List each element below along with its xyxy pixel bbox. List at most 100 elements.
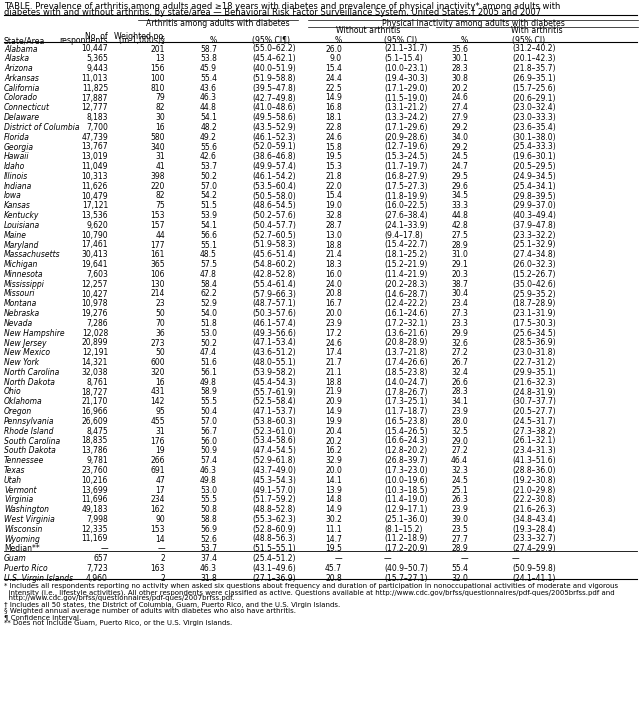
Text: * Includes all respondents reporting no activity when asked six questions about : * Includes all respondents reporting no … <box>4 583 618 589</box>
Text: —: — <box>335 554 342 563</box>
Text: (49.1–57.0): (49.1–57.0) <box>252 485 296 495</box>
Text: (39.5–47.8): (39.5–47.8) <box>252 84 296 93</box>
Text: 10,427: 10,427 <box>81 290 108 298</box>
Text: (52.0–59.1): (52.0–59.1) <box>252 142 296 152</box>
Text: Rhode Island: Rhode Island <box>4 427 53 435</box>
Text: 176: 176 <box>151 436 165 445</box>
Text: Wyoming: Wyoming <box>4 535 40 543</box>
Text: (18.5–23.8): (18.5–23.8) <box>384 368 428 377</box>
Text: 55.1: 55.1 <box>200 240 217 250</box>
Text: 11,626: 11,626 <box>81 182 108 191</box>
Text: 28.3: 28.3 <box>451 64 468 73</box>
Text: 2: 2 <box>160 554 165 563</box>
Text: 162: 162 <box>151 505 165 514</box>
Text: (48.7–57.1): (48.7–57.1) <box>252 300 296 308</box>
Text: 10,216: 10,216 <box>81 475 108 485</box>
Text: (25.4–51.2): (25.4–51.2) <box>252 554 296 563</box>
Text: 20.2: 20.2 <box>325 436 342 445</box>
Text: (40.0–51.9): (40.0–51.9) <box>252 64 296 73</box>
Text: 45.7: 45.7 <box>325 564 342 573</box>
Text: (10.0–19.6): (10.0–19.6) <box>384 475 428 485</box>
Text: (17.3–25.1): (17.3–25.1) <box>384 398 428 406</box>
Text: 2: 2 <box>160 573 165 583</box>
Text: (26.8–39.7): (26.8–39.7) <box>384 456 428 465</box>
Text: 56.9: 56.9 <box>200 525 217 533</box>
Text: 29.5: 29.5 <box>451 172 468 181</box>
Text: 20.9: 20.9 <box>325 398 342 406</box>
Text: 15.8: 15.8 <box>325 142 342 152</box>
Text: (28.5–36.9): (28.5–36.9) <box>512 338 556 347</box>
Text: West Virginia: West Virginia <box>4 515 54 524</box>
Text: 26.0: 26.0 <box>325 44 342 54</box>
Text: California: California <box>4 84 40 93</box>
Text: 62.2: 62.2 <box>200 290 217 298</box>
Text: (40.9–50.7): (40.9–50.7) <box>384 564 428 573</box>
Text: (47.1–53.7): (47.1–53.7) <box>252 407 296 416</box>
Text: 455: 455 <box>151 417 165 426</box>
Text: (15.7–27.1): (15.7–27.1) <box>384 573 428 583</box>
Text: 18.1: 18.1 <box>326 113 342 122</box>
Text: 7,286: 7,286 <box>87 319 108 328</box>
Text: 30.4: 30.4 <box>451 290 468 298</box>
Text: 19.5: 19.5 <box>325 152 342 162</box>
Text: 57.0: 57.0 <box>200 417 217 426</box>
Text: Minnesota: Minnesota <box>4 270 44 279</box>
Text: 36: 36 <box>155 329 165 337</box>
Text: (20.8–28.9): (20.8–28.9) <box>384 338 428 347</box>
Text: 50.8: 50.8 <box>200 505 217 514</box>
Text: 32,038: 32,038 <box>81 368 108 377</box>
Text: 16.2: 16.2 <box>325 446 342 455</box>
Text: 21.4: 21.4 <box>325 250 342 260</box>
Text: 17.2: 17.2 <box>325 329 342 337</box>
Text: —: — <box>384 554 392 563</box>
Text: 156: 156 <box>151 64 165 73</box>
Text: (31.2–40.2): (31.2–40.2) <box>512 44 556 54</box>
Text: (16.5–23.8): (16.5–23.8) <box>384 417 428 426</box>
Text: New Jersey: New Jersey <box>4 338 47 347</box>
Text: (17.1–29.6): (17.1–29.6) <box>384 123 428 132</box>
Text: (14.6–28.7): (14.6–28.7) <box>384 290 428 298</box>
Text: 13,767: 13,767 <box>81 142 108 152</box>
Text: (13.3–24.2): (13.3–24.2) <box>384 113 428 122</box>
Text: 5,365: 5,365 <box>86 54 108 64</box>
Text: (52.8–60.9): (52.8–60.9) <box>252 525 296 533</box>
Text: 7,603: 7,603 <box>86 270 108 279</box>
Text: 11,049: 11,049 <box>81 162 108 171</box>
Text: 34.1: 34.1 <box>451 398 468 406</box>
Text: 48.2: 48.2 <box>200 123 217 132</box>
Text: Michigan: Michigan <box>4 260 38 269</box>
Text: 54.1: 54.1 <box>200 113 217 122</box>
Text: 20.8: 20.8 <box>325 290 342 298</box>
Text: Connecticut: Connecticut <box>4 103 50 112</box>
Text: 13,699: 13,699 <box>81 485 108 495</box>
Text: (47.1–53.4): (47.1–53.4) <box>252 338 296 347</box>
Text: (55.0–62.2): (55.0–62.2) <box>252 44 296 54</box>
Text: 14.1: 14.1 <box>325 475 342 485</box>
Text: (15.3–24.5): (15.3–24.5) <box>384 152 428 162</box>
Text: 27.4: 27.4 <box>451 103 468 112</box>
Text: 39.0: 39.0 <box>451 515 468 524</box>
Text: 57.4: 57.4 <box>200 456 217 465</box>
Text: (27.6–38.4): (27.6–38.4) <box>384 211 428 220</box>
Text: 23.9: 23.9 <box>325 319 342 328</box>
Text: 320: 320 <box>151 368 165 377</box>
Text: (53.5–60.4): (53.5–60.4) <box>252 182 296 191</box>
Text: (11.7–19.7): (11.7–19.7) <box>384 162 428 171</box>
Text: 691: 691 <box>151 466 165 475</box>
Text: New York: New York <box>4 358 39 367</box>
Text: 34.0: 34.0 <box>451 133 468 142</box>
Text: Pennsylvania: Pennsylvania <box>4 417 54 426</box>
Text: 50.4: 50.4 <box>200 407 217 416</box>
Text: (21.8–35.7): (21.8–35.7) <box>512 64 556 73</box>
Text: (52.3–61.0): (52.3–61.0) <box>252 427 296 435</box>
Text: 657: 657 <box>94 554 108 563</box>
Text: § Weighted annual average number of adults with diabetes who also have arthritis: § Weighted annual average number of adul… <box>4 608 296 614</box>
Text: (12.4–22.2): (12.4–22.2) <box>384 300 428 308</box>
Text: (26.1–32.1): (26.1–32.1) <box>512 436 555 445</box>
Text: 14.7: 14.7 <box>325 535 342 543</box>
Text: (46.1–54.2): (46.1–54.2) <box>252 172 296 181</box>
Text: (25.9–35.2): (25.9–35.2) <box>512 290 556 298</box>
Text: 14.9: 14.9 <box>325 407 342 416</box>
Text: Kansas: Kansas <box>4 202 31 210</box>
Text: 7,700: 7,700 <box>86 123 108 132</box>
